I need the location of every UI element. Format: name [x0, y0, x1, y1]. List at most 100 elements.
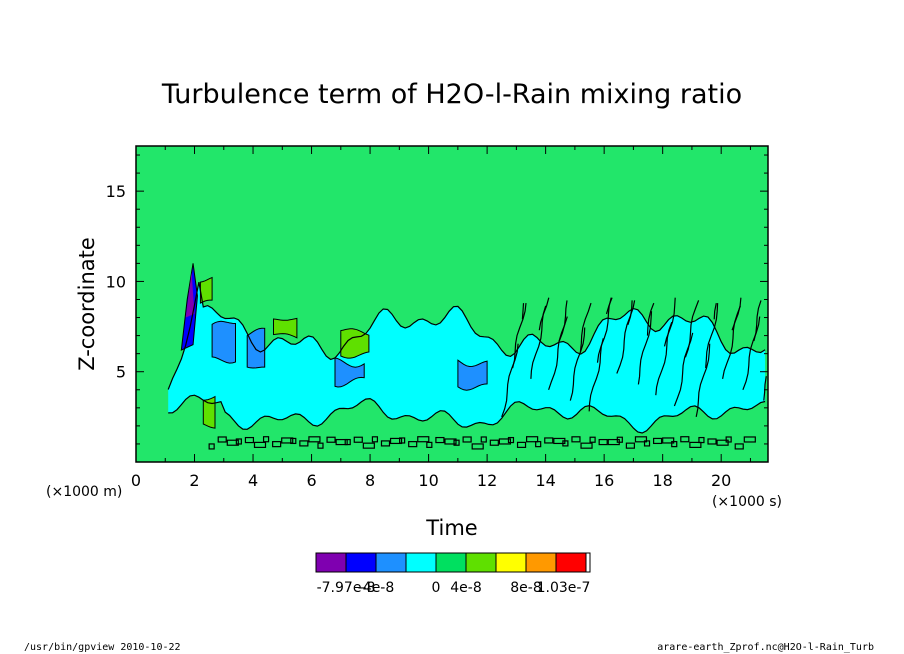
colorbar [315, 552, 591, 573]
colorbar-label: -4e-8 [358, 580, 395, 596]
y-tick-label: 15 [106, 182, 126, 201]
colorbar-label: 4e-8 [450, 580, 481, 596]
contour-line [453, 439, 460, 446]
x-tick-label: 6 [306, 471, 316, 490]
contour-line [616, 436, 623, 443]
x-tick-label: 12 [477, 471, 497, 490]
contour-line [168, 394, 766, 434]
contour-line [689, 441, 702, 449]
x-tick-label: 20 [711, 471, 731, 490]
contour-line [317, 442, 324, 449]
contour-line [725, 436, 732, 443]
contour-line [272, 441, 282, 448]
x-unit-label: (×1000 s) [712, 494, 782, 510]
x-tick-label: 18 [652, 471, 672, 490]
colorbar-cap [585, 552, 591, 573]
colorbar-swatch [315, 552, 347, 573]
contour-line [569, 327, 586, 401]
x-tick-label: 4 [248, 471, 258, 490]
contour-line [707, 438, 717, 445]
x-tick-label: 2 [189, 471, 199, 490]
y-tick-label: 10 [106, 272, 126, 291]
contour-line [643, 440, 651, 447]
contour-line [371, 436, 379, 443]
contour-line [571, 436, 581, 443]
y-tick-label: 5 [116, 363, 126, 382]
contour-line [408, 441, 418, 448]
contour-line [344, 438, 351, 446]
contour-line [299, 440, 309, 447]
contour-line [698, 436, 705, 444]
contour-line [462, 436, 472, 443]
contour-line [507, 436, 515, 444]
region-purple [185, 272, 195, 318]
y-unit-label: (×1000 m) [46, 484, 122, 500]
contour-line [596, 297, 612, 363]
x-tick-label: 0 [131, 471, 141, 490]
contour-line [558, 300, 568, 342]
colorbar-labels: -7.97e-8-4e-8 0 4e-8 8e-81.03e-7 [317, 580, 591, 596]
region-lime [202, 395, 216, 429]
region-lightblue [246, 327, 266, 369]
x-tick-labels: 0 2 4 6 8 10 12 14 16 18 20 [131, 471, 731, 490]
contour-line [262, 436, 270, 443]
colorbar-label: -7.97e-8 [317, 580, 376, 596]
colorbar-swatch [375, 552, 407, 573]
axis-ticks [135, 146, 768, 462]
colorbar-label: 1.03e-7 [537, 580, 591, 596]
contour-line [489, 439, 499, 446]
y-tick-labels: 5 10 15 [106, 182, 126, 382]
contour-line [362, 442, 375, 449]
chart-title: Turbulence term of H2O-l-Rain mixing rat… [161, 79, 742, 110]
contour-line [380, 440, 391, 447]
contour-line [713, 302, 717, 320]
colorbar-swatch [525, 552, 557, 573]
contour-line [526, 436, 539, 443]
contour-line [605, 297, 613, 315]
contour-line [580, 442, 593, 449]
contour-line [389, 437, 403, 445]
contour-line [743, 436, 756, 443]
contour-line [625, 442, 635, 449]
colorbar-swatch [495, 552, 527, 573]
contour-line [742, 316, 761, 391]
colorbar-swatch [405, 552, 437, 573]
footer-left: /usr/bin/gpview 2010-10-22 [24, 642, 181, 653]
contour-line [753, 300, 762, 342]
contour-line [290, 437, 297, 445]
y-axis-label: Z-coordinate [75, 237, 99, 371]
contour-line [538, 297, 550, 331]
contour-line [627, 300, 633, 325]
contour-line [535, 441, 542, 448]
contour-line [444, 438, 457, 445]
contour-line [326, 436, 336, 443]
x-tick-label: 10 [418, 471, 438, 490]
contour-line [281, 437, 294, 444]
contour-line [684, 300, 700, 358]
contour-line [662, 437, 675, 444]
contour-line [217, 436, 227, 443]
contour-line [501, 343, 519, 418]
contour-line [652, 437, 663, 445]
contour-line [521, 303, 525, 320]
contour-line [705, 303, 719, 369]
contour-line [235, 438, 242, 445]
colorbar-swatch [465, 552, 497, 573]
plot-frame [135, 145, 769, 463]
contour-line [634, 436, 648, 443]
contour-line [671, 441, 678, 448]
contour-line [731, 297, 742, 331]
colorbar-swatch [555, 552, 587, 573]
contour-line [562, 440, 569, 447]
contour-line [208, 443, 215, 450]
x-axis-label: Time [425, 516, 477, 540]
contour-line [480, 436, 487, 443]
contour-line [646, 302, 655, 336]
contour-line [588, 338, 604, 412]
contour-line [253, 441, 267, 448]
x-tick-label: 16 [594, 471, 614, 490]
contour-lines [167, 281, 767, 450]
region-lime [273, 317, 298, 339]
contour-line [498, 438, 511, 445]
